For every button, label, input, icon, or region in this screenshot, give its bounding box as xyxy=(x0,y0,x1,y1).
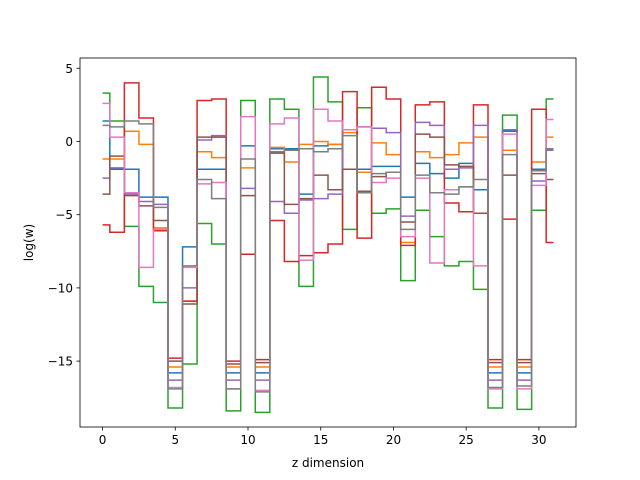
x-tick-label: 0 xyxy=(99,433,107,447)
y-tick-label: −15 xyxy=(48,355,73,369)
series-line-4 xyxy=(102,82,554,362)
x-axis-label: z dimension xyxy=(292,456,364,470)
y-axis-ticks: 5 0 −5 −10 −15 xyxy=(48,62,80,369)
y-tick-label: −10 xyxy=(48,281,73,295)
y-tick-label: 0 xyxy=(65,135,73,149)
x-tick-label: 10 xyxy=(240,433,255,447)
y-axis-label: log(w) xyxy=(22,224,36,261)
series-line-3 xyxy=(102,76,554,414)
y-tick-label: 5 xyxy=(65,62,73,76)
y-tick-label: −5 xyxy=(55,208,73,222)
plot-frame xyxy=(79,57,577,428)
x-tick-label: 15 xyxy=(313,433,328,447)
series-line-8 xyxy=(102,120,554,393)
series-line-5 xyxy=(102,121,554,381)
plot-lines xyxy=(102,76,554,414)
x-tick-label: 5 xyxy=(171,433,179,447)
x-tick-label: 30 xyxy=(531,433,546,447)
x-tick-label: 20 xyxy=(386,433,401,447)
x-axis-ticks: 0 5 10 15 20 25 30 xyxy=(99,427,547,447)
series-line-7 xyxy=(102,102,554,392)
x-tick-label: 25 xyxy=(459,433,474,447)
series-line-6 xyxy=(102,133,554,365)
